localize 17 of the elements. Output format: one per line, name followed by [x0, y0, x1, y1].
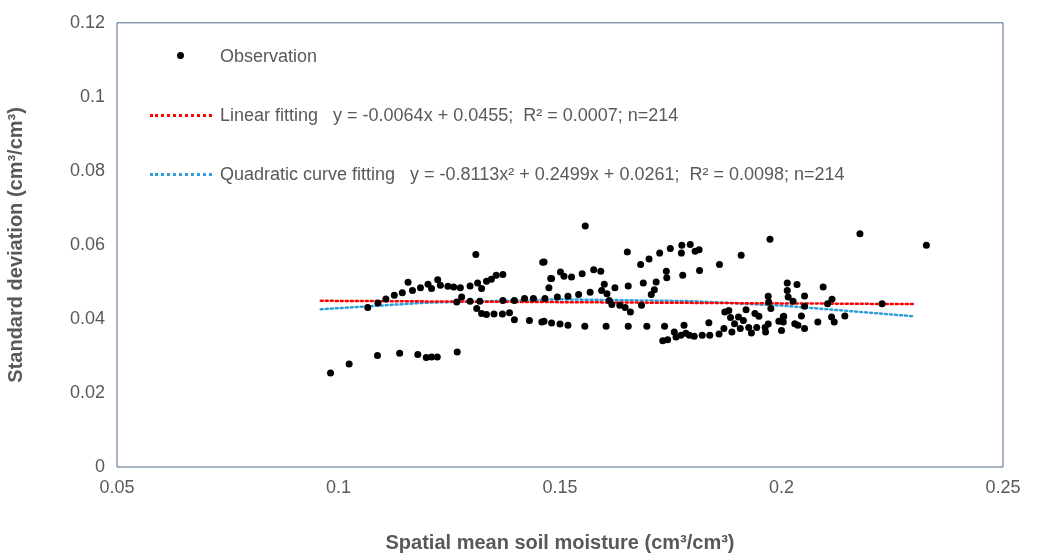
- x-tick-label: 0.1: [325, 476, 352, 497]
- x-axis-title: Spatial mean soil moisture (cm³/cm³): [385, 530, 735, 553]
- y-axis-title: Standard deviation (cm³/cm³): [3, 107, 26, 383]
- y-tick-label: 0: [94, 455, 105, 476]
- y-tick-label: 0.02: [69, 381, 105, 402]
- x-tick-label: 0.15: [542, 476, 578, 497]
- x-tick-label: 0.2: [768, 476, 795, 497]
- y-tick-label: 0.06: [69, 233, 105, 254]
- y-tick-label: 0.04: [69, 307, 105, 328]
- y-tick-label: 0.1: [79, 85, 105, 106]
- legend-label: Observation: [220, 45, 318, 67]
- legend-label: Linear fitting y = -0.0064x + 0.0455; R² = 0.0007; n=214: [220, 104, 679, 126]
- x-tick-label: 0.05: [99, 476, 135, 497]
- y-tick-label: 0.12: [69, 11, 105, 32]
- legend-label: Quadratic curve fitting y = -0.8113x² + 0.2499x + 0.0261; R² = 0.0098; n=214: [220, 163, 845, 185]
- x-tick-label: 0.25: [985, 476, 1021, 497]
- y-tick-label: 0.08: [69, 159, 105, 180]
